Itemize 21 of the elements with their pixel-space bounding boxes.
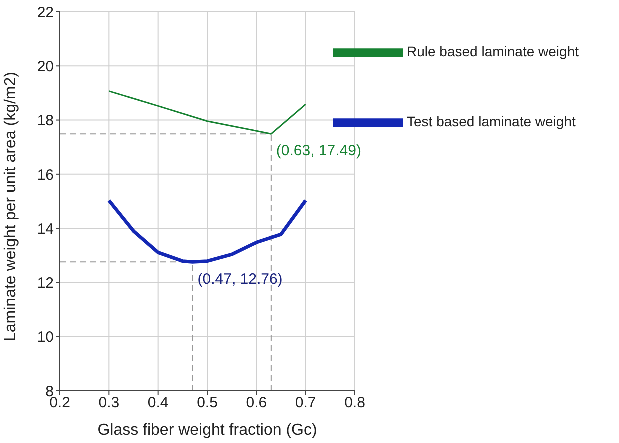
y-tick-label: 12 (37, 275, 54, 292)
y-axis-title: Laminate weight per unit area (kg/m2) (2, 72, 20, 342)
x-tick-label: 0.8 (344, 394, 366, 412)
line-series (107, 198, 308, 264)
x-tick-label: 0.7 (295, 394, 316, 412)
y-tick-label: 10 (37, 329, 54, 346)
y-tick-label: 14 (37, 220, 54, 238)
annotation: (0.63, 17.49) (276, 142, 362, 160)
y-tick-label: 18 (37, 112, 54, 130)
y-tick-label: 16 (37, 166, 54, 184)
y-tick-label: 20 (37, 58, 54, 76)
x-tick-label: 0.6 (246, 394, 268, 412)
y-tick-label: 22 (37, 4, 54, 22)
x-tick-label: 0.5 (197, 394, 218, 412)
annotation: (0.47, 12.76) (198, 270, 283, 288)
line-series (108, 90, 307, 135)
x-axis-title: Glass fiber weight fraction (Gc) (98, 422, 318, 439)
legend-label: Test based laminate weight (407, 114, 576, 130)
x-tick-label: 0.3 (98, 394, 120, 412)
x-tick-label: 0.4 (148, 394, 169, 412)
legend-label: Rule based laminate weight (407, 44, 579, 60)
